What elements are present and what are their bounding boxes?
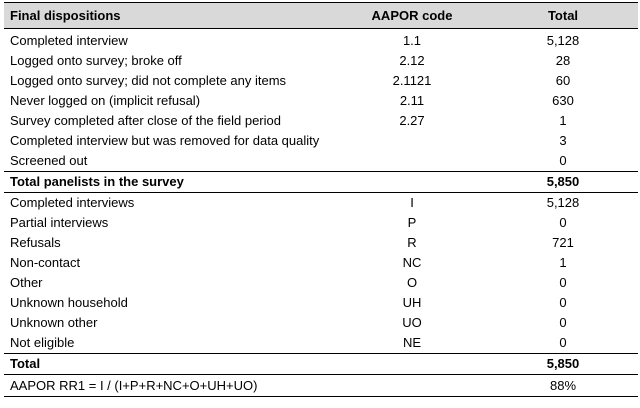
category-label: Partial interviews <box>10 215 109 230</box>
total-panelists-row: Total panelists in the survey 5,850 <box>4 171 638 193</box>
category-code: UO <box>402 315 422 330</box>
grand-total-label: Total <box>4 353 336 375</box>
table-row: Completed interview but was removed for … <box>4 131 638 151</box>
response-rate-row: AAPOR RR1 = I / (I+P+R+NC+O+UH+UO) 88% <box>4 374 638 397</box>
disposition-code <box>336 131 488 151</box>
disposition-total: 630 <box>552 93 574 108</box>
disposition-code: 2.1121 <box>392 73 432 88</box>
category-label: Completed interviews <box>10 195 135 210</box>
disposition-total: 28 <box>555 53 571 68</box>
disposition-code: 2.11 <box>399 93 425 108</box>
response-rate-value: 88% <box>488 374 638 397</box>
category-code: NC <box>402 255 422 270</box>
header-final-dispositions: Final dispositions <box>4 2 336 29</box>
category-total: 0 <box>559 315 567 330</box>
table-row: Never logged on (implicit refusal) 2.11 … <box>4 91 638 111</box>
grand-total-code <box>336 353 488 375</box>
category-code: UH <box>402 295 422 310</box>
grand-total-row: Total 5,850 <box>4 353 638 375</box>
disposition-label: Logged onto survey; did not complete any… <box>10 73 287 88</box>
table-row: Unknown household UH 0 <box>4 293 638 313</box>
disposition-total: 0 <box>559 153 567 168</box>
disposition-label: Logged onto survey; broke off <box>10 53 182 68</box>
category-code: R <box>407 235 417 250</box>
disposition-code <box>336 151 488 172</box>
disposition-total: 1 <box>559 113 567 128</box>
category-code: NE <box>402 335 422 350</box>
response-rate-formula: AAPOR RR1 = I / (I+P+R+NC+O+UH+UO) <box>4 374 336 397</box>
category-total: 721 <box>552 235 574 250</box>
disposition-total: 60 <box>555 73 571 88</box>
category-total: 0 <box>559 335 567 350</box>
table-row: Refusals R 721 <box>4 233 638 253</box>
total-panelists-value: 5,850 <box>488 171 638 193</box>
disposition-total: 3 <box>559 133 567 148</box>
category-total: 1 <box>559 255 567 270</box>
header-row: Final dispositions AAPOR code Total <box>4 2 638 29</box>
total-panelists-code <box>336 171 488 193</box>
table-row: Unknown other UO 0 <box>4 313 638 333</box>
disposition-label: Never logged on (implicit refusal) <box>10 93 201 108</box>
disposition-label: Completed interview <box>10 33 128 48</box>
category-label: Unknown household <box>10 295 128 310</box>
category-label: Refusals <box>10 235 61 250</box>
category-code: I <box>410 195 414 210</box>
response-rate-code <box>336 374 488 397</box>
category-code: P <box>407 215 417 230</box>
disposition-code: 2.12 <box>399 53 425 68</box>
category-label: Other <box>10 275 43 290</box>
disposition-code: 2.27 <box>399 113 425 128</box>
disposition-label: Completed interview but was removed for … <box>10 133 320 148</box>
dispositions-table: Final dispositions AAPOR code Total Comp… <box>4 2 638 397</box>
category-label: Unknown other <box>10 315 98 330</box>
category-total: 0 <box>559 215 567 230</box>
header-aapor-code: AAPOR code <box>336 2 488 29</box>
category-label: Non-contact <box>10 255 81 270</box>
category-code: O <box>406 275 418 290</box>
total-panelists-label: Total panelists in the survey <box>4 171 336 193</box>
category-total: 0 <box>559 275 567 290</box>
category-total: 0 <box>559 295 567 310</box>
table-row: Survey completed after close of the fiel… <box>4 111 638 131</box>
grand-total-value: 5,850 <box>488 353 638 375</box>
category-label: Not eligible <box>10 335 75 350</box>
table-row: Logged onto survey; did not complete any… <box>4 71 638 91</box>
disposition-label: Screened out <box>10 153 88 168</box>
table-row: Partial interviews P 0 <box>4 213 638 233</box>
table-row: Completed interview 1.1 5,128 <box>4 29 638 52</box>
header-total: Total <box>488 2 638 29</box>
table-row: Completed interviews I 5,128 <box>4 193 638 214</box>
table-row: Other O 0 <box>4 273 638 293</box>
table-row: Screened out 0 <box>4 151 638 172</box>
disposition-total: 5,128 <box>546 33 580 48</box>
table-row: Not eligible NE 0 <box>4 333 638 354</box>
table-row: Non-contact NC 1 <box>4 253 638 273</box>
category-total: 5,128 <box>546 195 580 210</box>
disposition-code: 1.1 <box>402 33 422 48</box>
table-row: Logged onto survey; broke off 2.12 28 <box>4 51 638 71</box>
disposition-label: Survey completed after close of the fiel… <box>10 113 281 128</box>
